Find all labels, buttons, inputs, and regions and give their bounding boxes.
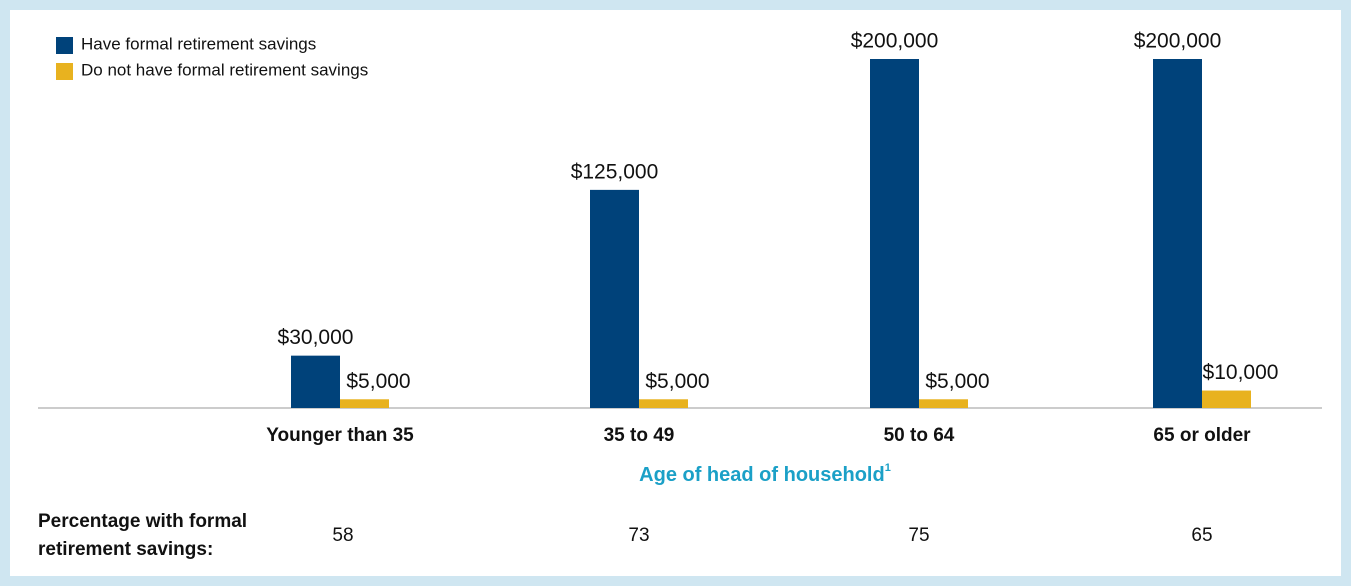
footnote-marker: 1 [885, 462, 891, 474]
bar [1202, 390, 1251, 408]
x-axis-label-text: Age of head of household [639, 464, 885, 486]
bar [919, 399, 968, 408]
bar [870, 59, 919, 408]
row-label: retirement savings: [38, 539, 213, 560]
legend-swatch [56, 63, 73, 80]
x-tick-label: 35 to 49 [604, 425, 675, 446]
value-label: $200,000 [851, 30, 939, 53]
percentage: 73 [628, 525, 649, 546]
value-label: $30,000 [278, 326, 354, 349]
bar [590, 189, 639, 408]
bar [291, 355, 340, 408]
x-axis-label: Age of head of household1 [639, 462, 891, 486]
row-label: Percentage with formal [38, 511, 247, 532]
legend-label: Have formal retirement savings [81, 34, 316, 53]
panel [10, 10, 1341, 576]
legend-label: Do not have formal retirement savings [81, 60, 368, 79]
x-tick-label: 50 to 64 [884, 425, 955, 446]
value-label: $5,000 [645, 370, 709, 393]
value-label: $5,000 [346, 370, 410, 393]
value-label: $10,000 [1203, 361, 1279, 384]
value-label: $5,000 [925, 370, 989, 393]
x-tick-label: 65 or older [1153, 425, 1251, 446]
value-label: $200,000 [1134, 30, 1222, 53]
bar [340, 399, 389, 408]
legend-swatch [56, 37, 73, 54]
bar [1153, 59, 1202, 408]
x-tick-label: Younger than 35 [266, 425, 414, 446]
value-label: $125,000 [571, 160, 659, 183]
percentage: 65 [1191, 525, 1212, 546]
percentage: 75 [908, 525, 929, 546]
bar [639, 399, 688, 408]
percentage: 58 [332, 525, 353, 546]
